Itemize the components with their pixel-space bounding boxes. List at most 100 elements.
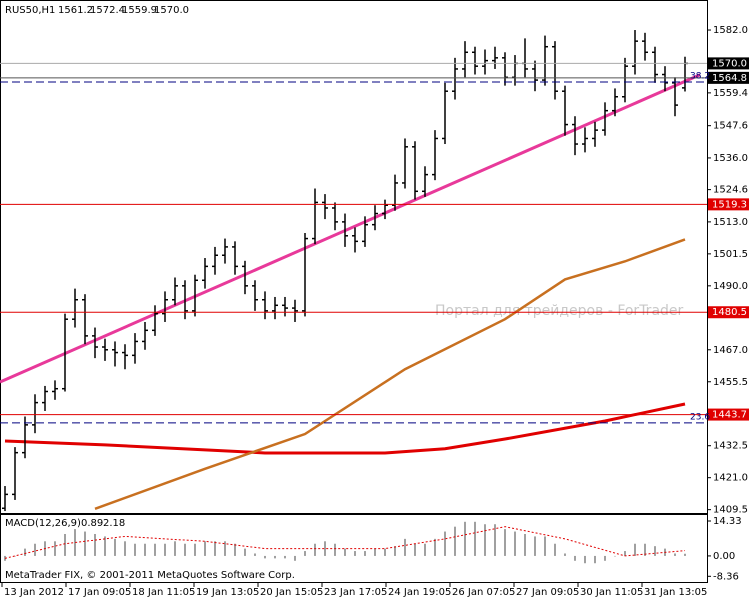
macd-bar: [134, 543, 136, 556]
macd-bar: [144, 543, 146, 556]
macd-bar: [674, 553, 676, 556]
y-tick-label: 1421.0: [713, 473, 748, 484]
macd-bar: [374, 548, 376, 556]
x-tick-label: 26 Jan 07:05: [452, 587, 515, 598]
macd-y-tick-label: 0.00: [713, 551, 735, 562]
y-tick-label: 1582.0: [713, 25, 748, 36]
macd-bar: [114, 538, 116, 556]
y-tick-label: 1467.0: [713, 345, 748, 356]
macd-bar: [524, 533, 526, 556]
watermark: Портал для трейдеров - ForTrader: [435, 303, 684, 319]
macd-bar: [184, 543, 186, 556]
x-tick-label: 17 Jan 09:05: [68, 587, 131, 598]
y-tick-label: 1432.5: [713, 441, 748, 452]
macd-bar: [174, 541, 176, 556]
fib-label: 38.2: [690, 72, 710, 82]
y-tick-label: 1559.4: [713, 88, 748, 99]
macd-bar: [124, 541, 126, 556]
x-tick-label: 24 Jan 19:05: [388, 587, 451, 598]
level-label: 1570.0: [712, 58, 747, 69]
footer: MetaTrader FIX, © 2001-2011 MetaQuotes S…: [5, 570, 295, 581]
macd-bar: [74, 529, 76, 556]
x-tick-label: 27 Jan 09:05: [516, 587, 579, 598]
macd-bar: [384, 548, 386, 556]
level-box: [708, 71, 749, 84]
macd-bar: [244, 548, 246, 556]
macd-bar: [614, 555, 616, 557]
macd-plot: [4, 521, 686, 564]
macd-y-tick-label: -8.36: [713, 571, 739, 582]
macd-bar: [474, 521, 476, 556]
macd-bar: [644, 543, 646, 556]
macd-bar: [604, 555, 606, 561]
macd-bar: [24, 548, 26, 556]
macd-bar: [364, 551, 366, 556]
x-tick-label: 30 Jan 11:05: [580, 587, 643, 598]
macd-bar: [54, 541, 56, 556]
y-tick-label: 1490.0: [713, 281, 748, 292]
level-box: [708, 408, 749, 421]
level-box: [708, 198, 749, 211]
ohlc-close: 1570.0: [154, 5, 189, 16]
indicator-line: [4, 402, 686, 455]
macd-bar: [494, 524, 496, 556]
macd-bar: [504, 529, 506, 556]
macd-bar: [194, 543, 196, 556]
macd-bar: [204, 541, 206, 556]
macd-bar: [264, 555, 266, 559]
macd-bar: [344, 548, 346, 556]
macd-bar: [394, 546, 396, 556]
level-label: 1480.5: [712, 307, 747, 318]
macd-bar: [324, 541, 326, 556]
level-label: 1519.3: [712, 199, 747, 210]
macd-bar: [294, 555, 296, 561]
macd-bar: [354, 551, 356, 556]
macd-bar: [454, 526, 456, 556]
indicator-line: [0, 73, 701, 384]
macd-bar: [514, 531, 516, 556]
macd-bar: [94, 533, 96, 556]
x-tick-label: 19 Jan 13:05: [196, 587, 259, 598]
main-plot: Портал для трейдеров - ForTrader: [0, 30, 701, 512]
symbol: RUS50,H1: [5, 5, 55, 16]
macd-bar: [164, 543, 166, 556]
y-tick-label: 1409.5: [713, 505, 748, 516]
macd-bar: [224, 541, 226, 556]
ohlc-high: 1572.4: [90, 5, 125, 16]
macd-title: MACD(12,26,9): [5, 518, 81, 529]
macd-bar: [104, 536, 106, 556]
macd-bar: [234, 543, 236, 556]
y-tick-label: 1501.5: [713, 249, 748, 260]
macd-bar: [574, 555, 576, 561]
ohlc-open: 1561.2: [58, 5, 93, 16]
macd-bar: [154, 543, 156, 556]
macd-bar: [304, 551, 306, 556]
macd-bar: [274, 555, 276, 559]
fib-label: 23.6: [690, 412, 710, 422]
y-tick-label: 1524.6: [713, 185, 748, 196]
macd-bar: [434, 538, 436, 556]
macd-bar: [214, 541, 216, 556]
level-label: 1564.8: [712, 73, 747, 84]
main-panel: [0, 0, 708, 514]
macd-bar: [14, 555, 16, 557]
macd-bar: [284, 555, 286, 559]
x-tick-label: 20 Jan 15:05: [260, 587, 323, 598]
macd-bar: [624, 551, 626, 556]
x-tick-label: 23 Jan 17:05: [324, 587, 387, 598]
macd-bar: [424, 543, 426, 556]
macd-bar: [684, 553, 686, 556]
y-tick-label: 1455.5: [713, 377, 748, 388]
macd-bar: [314, 543, 316, 556]
macd-bar: [444, 531, 446, 556]
macd-bar: [554, 543, 556, 556]
macd-bar: [414, 543, 416, 556]
indicator-line: [94, 238, 686, 511]
macd-bar: [84, 531, 86, 556]
macd-bar: [334, 543, 336, 556]
x-tick-label: 13 Jan 2012: [4, 587, 64, 598]
signal-value: 2.18: [103, 518, 125, 529]
macd-bar: [404, 538, 406, 556]
signal-line: [4, 526, 686, 559]
x-tick-label: 18 Jan 11:05: [132, 587, 195, 598]
